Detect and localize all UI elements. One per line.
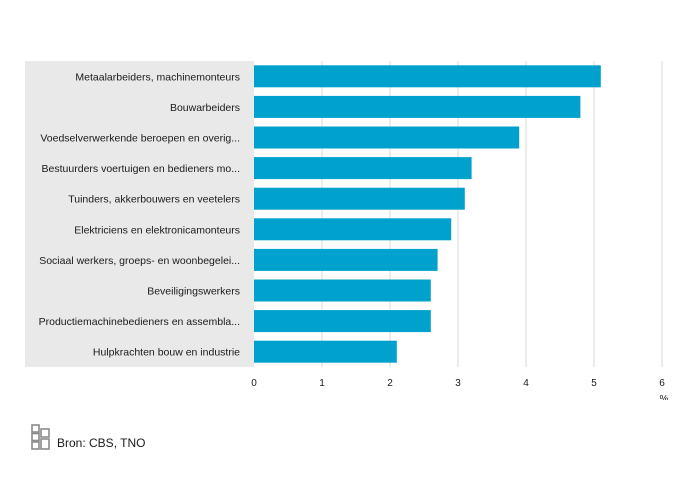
bar [254, 340, 397, 363]
x-axis-unit: % [660, 394, 669, 400]
bar [254, 187, 465, 210]
bars [254, 65, 601, 363]
x-tick-label: 3 [455, 378, 461, 389]
x-tick-label: 6 [659, 378, 665, 389]
x-axis-ticks: 0 1 2 3 4 5 6 [251, 378, 665, 389]
source-text: Bron: CBS, TNO [57, 436, 146, 450]
category-label: Elektriciens en elektronicamonteurs [74, 224, 240, 236]
bar [254, 157, 472, 180]
category-label: Hulpkrachten bouw en industrie [93, 347, 240, 359]
bar [254, 310, 431, 333]
x-tick-label: 1 [319, 378, 325, 389]
x-tick-label: 2 [387, 378, 393, 389]
category-label: Bouwarbeiders [170, 102, 240, 114]
bar [254, 279, 431, 302]
cbs-logo-icon [31, 424, 50, 450]
source-footer: Bron: CBS, TNO [31, 420, 145, 450]
x-tick-label: 0 [251, 378, 257, 389]
category-label: Metaalarbeiders, machinemonteurs [75, 71, 240, 83]
bar [254, 95, 581, 118]
category-label: Tuinders, akkerbouwers en veetelers [68, 194, 240, 206]
category-label: Voedselverwerkende beroepen en overig... [40, 133, 240, 145]
x-tick-label: 4 [523, 378, 529, 389]
bar [254, 126, 520, 149]
x-tick-label: 5 [591, 378, 597, 389]
bar [254, 65, 601, 88]
bar [254, 218, 452, 241]
category-label-panel [25, 61, 254, 367]
category-label: Beveiligingswerkers [147, 286, 240, 298]
category-label: Sociaal werkers, groeps- en woonbegelei.… [39, 255, 240, 267]
category-label: Productiemachinebedieners en assembla... [39, 316, 240, 328]
bar [254, 248, 438, 271]
category-labels: Metaalarbeiders, machinemonteurs Bouwarbe… [39, 71, 241, 358]
bar-chart: Metaalarbeiders, machinemonteurs Bouwarbe… [25, 61, 669, 400]
category-label: Bestuurders voertuigen en bedieners mo..… [42, 163, 240, 175]
